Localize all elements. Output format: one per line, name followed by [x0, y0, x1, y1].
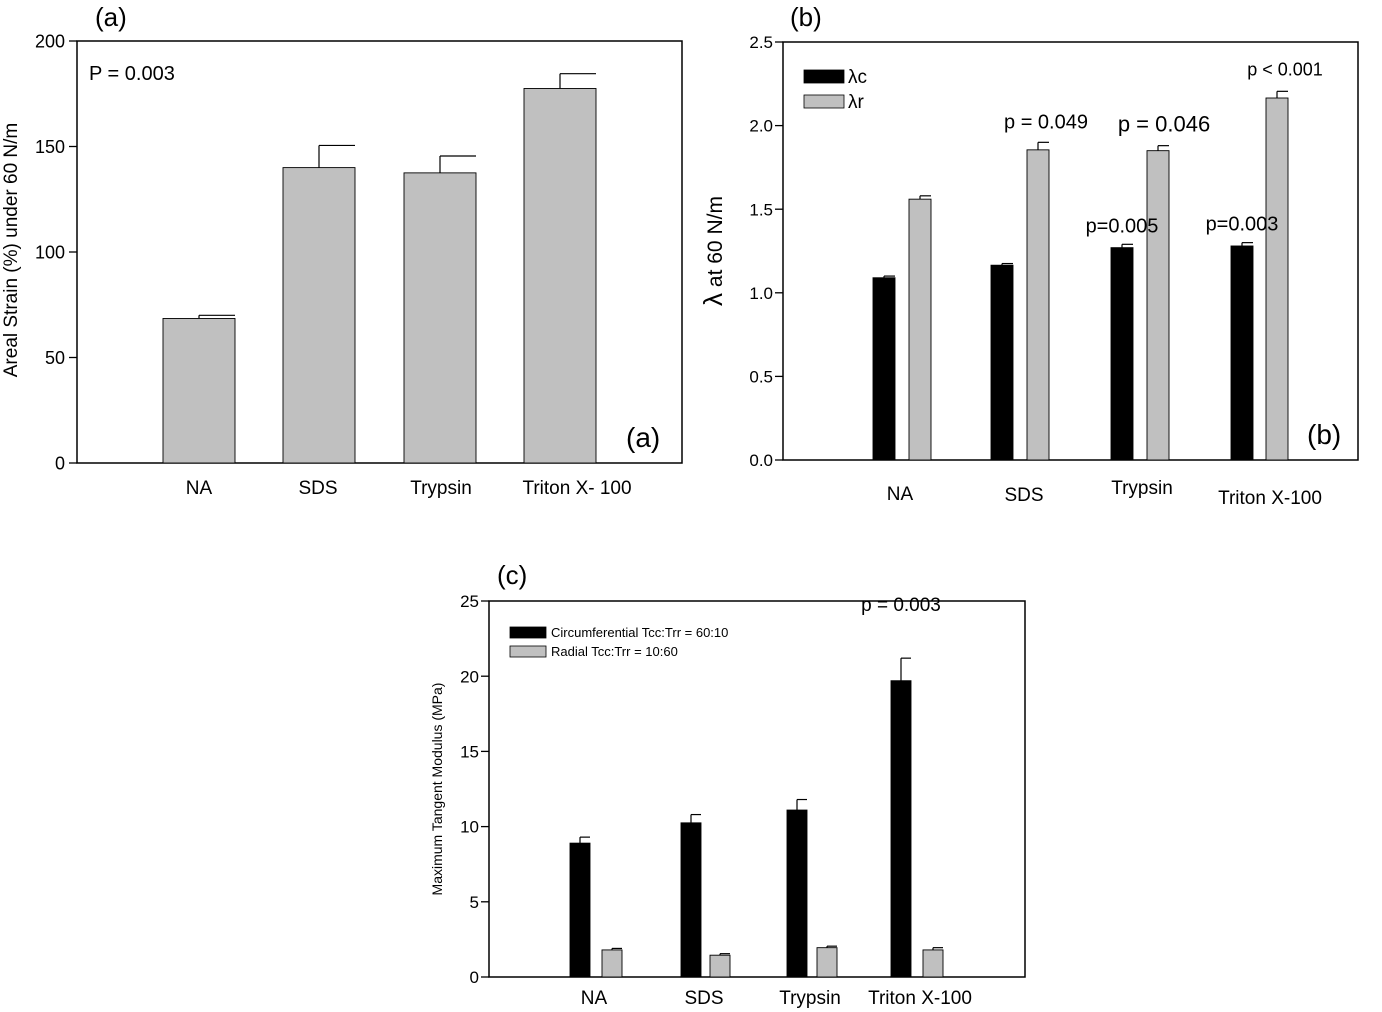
panel-c-legend-label-circumferential: Circumferential Tcc:Trr = 60:10 — [551, 625, 728, 640]
panel-b-bars — [872, 90, 1289, 461]
panel-c-annotations: p = 0.003 — [861, 595, 941, 616]
panel-a-bars — [162, 73, 597, 464]
panel-b-legend-swatch-lc — [803, 69, 845, 84]
y-tick-label-0: 0 — [55, 453, 65, 473]
bar-radial-tcc-trr-10-60-triton-x-100 — [922, 949, 944, 978]
y-tick-label-0-5: 0.5 — [749, 368, 773, 387]
x-tick-label-trypsin: Trypsin — [779, 988, 841, 1009]
bar-radial-tcc-trr-10-60-na — [601, 949, 623, 978]
panel-c-y-axis-title: Maximum Tangent Modulus (MPa) — [429, 683, 445, 896]
panel-b-y-axis-symbol: λ — [698, 293, 728, 306]
bar-c-trypsin — [1110, 247, 1134, 461]
y-tick-label-200: 200 — [35, 31, 65, 51]
panel-b-legend-label-lr: λr — [848, 92, 865, 113]
panel-b-x-tick-labels: NA SDS Trypsin Triton X-100 — [887, 478, 1322, 509]
bar-c-na — [872, 277, 896, 461]
y-tick-label-50: 50 — [45, 348, 65, 368]
panel-b-plot-frame — [782, 41, 1359, 461]
bar-radial-tcc-trr-10-60-trypsin — [816, 947, 838, 978]
panel-b-y-axis-title: λ at 60 N/m — [698, 196, 728, 306]
panel-c-bars — [569, 657, 944, 978]
annotation-p-0-046: p = 0.046 — [1118, 112, 1210, 137]
panel-b-annotations: p = 0.049 p = 0.046 p < 0.001 p=0.005 p=0.00… — [1004, 59, 1323, 237]
x-tick-label-na: NA — [887, 484, 914, 505]
panel-c-y-ticks: 0 5 10 15 20 25 — [460, 592, 489, 987]
panel-b-inner-label: (b) — [1307, 419, 1341, 450]
panel-a-y-ticks: 0 50 100 150 200 — [35, 31, 77, 473]
panel-c-legend-label-radial: Radial Tcc:Trr = 10:60 — [551, 644, 678, 659]
panel-c-legend-swatch-circumferential — [509, 626, 547, 639]
y-tick-label-1-0: 1.0 — [749, 284, 773, 303]
bar-areal-strain-na — [162, 318, 236, 464]
panel-c-plot-frame — [488, 600, 1026, 978]
annotation-p-0-001: p < 0.001 — [1247, 59, 1323, 79]
panel-a-y-axis-title: Areal Strain (%) under 60 N/m — [1, 123, 22, 378]
bar-circumferential-tcc-trr-60-10-na — [569, 842, 591, 978]
y-tick-label-2-0: 2.0 — [749, 117, 773, 136]
panel-b-legend-swatch-lr — [803, 94, 845, 109]
x-tick-label-sds: SDS — [684, 988, 723, 1009]
bar-radial-tcc-trr-10-60-sds — [709, 954, 731, 978]
x-tick-label-sds: SDS — [298, 478, 337, 499]
chart-panel-b: (b) 0.0 0.5 1.0 1.5 2.0 2.5 NA SDS Trypsin Trito… — [698, 2, 1359, 509]
x-tick-label-triton-x-100: Triton X- 100 — [522, 478, 631, 499]
y-tick-label-0-0: 0.0 — [749, 451, 773, 470]
bar-areal-strain-sds — [282, 167, 356, 464]
y-tick-label-25: 25 — [460, 592, 479, 611]
y-tick-label-1-5: 1.5 — [749, 200, 773, 219]
panel-b-label: (b) — [790, 2, 822, 32]
panel-a-x-tick-labels: NA SDS Trypsin Triton X- 100 — [186, 478, 632, 499]
y-tick-label-20: 20 — [460, 667, 479, 686]
bar-circumferential-tcc-trr-60-10-trypsin — [786, 809, 808, 978]
y-tick-label-15: 15 — [460, 743, 479, 762]
bar-areal-strain-trypsin — [403, 172, 477, 464]
y-tick-label-100: 100 — [35, 242, 65, 262]
x-tick-label-trypsin: Trypsin — [1111, 478, 1173, 499]
bar-c-sds — [990, 264, 1014, 461]
x-tick-label-trypsin: Trypsin — [410, 478, 472, 499]
y-tick-label-2-5: 2.5 — [749, 33, 773, 52]
panel-c-legend: Circumferential Tcc:Trr = 60:10 Radial T… — [509, 625, 728, 659]
annotation-p-0-049: p = 0.049 — [1004, 111, 1088, 133]
bar-areal-strain-triton-x-100 — [523, 88, 597, 464]
panel-b-y-axis-title-rest: at 60 N/m — [704, 196, 727, 293]
bar-circumferential-tcc-trr-60-10-sds — [680, 822, 702, 978]
y-tick-label-150: 150 — [35, 137, 65, 157]
x-tick-label-triton-x-100: Triton X-100 — [868, 988, 972, 1009]
panel-c-label: (c) — [497, 560, 527, 590]
y-tick-label-0: 0 — [470, 968, 479, 987]
panel-a-inner-label: (a) — [626, 422, 660, 453]
panel-c-x-tick-labels: NA SDS Trypsin Triton X-100 — [581, 988, 972, 1009]
bar-c-triton-x-100 — [1230, 245, 1254, 461]
bar-r-triton-x-100 — [1265, 97, 1289, 461]
panel-a-label: (a) — [95, 2, 127, 32]
panel-b-legend-label-lc: λc — [848, 67, 867, 88]
annotation-p-0-005: p=0.005 — [1086, 215, 1159, 237]
bar-circumferential-tcc-trr-60-10-triton-x-100 — [890, 680, 912, 978]
panel-c-legend-swatch-radial — [509, 645, 547, 658]
x-tick-label-sds: SDS — [1004, 485, 1043, 506]
panel-a-annotation-pvalue: P = 0.003 — [89, 63, 175, 85]
panel-b-y-ticks: 0.0 0.5 1.0 1.5 2.0 2.5 — [749, 33, 783, 470]
chart-panel-a: (a) 0 50 100 150 200 NA SDS Trypsin Triton X- 1… — [1, 2, 683, 499]
bar-r-na — [908, 198, 932, 461]
y-tick-label-5: 5 — [470, 893, 479, 912]
bar-r-trypsin — [1146, 150, 1170, 461]
y-tick-label-10: 10 — [460, 818, 479, 837]
bar-r-sds — [1026, 149, 1050, 461]
x-tick-label-na: NA — [186, 478, 213, 499]
annotation-p-0-003: p=0.003 — [1206, 214, 1279, 236]
annotation-p-0-003: p = 0.003 — [861, 595, 941, 616]
x-tick-label-na: NA — [581, 988, 608, 1009]
panel-b-legend: λc λr — [803, 67, 867, 113]
x-tick-label-triton-x-100: Triton X-100 — [1218, 488, 1322, 509]
